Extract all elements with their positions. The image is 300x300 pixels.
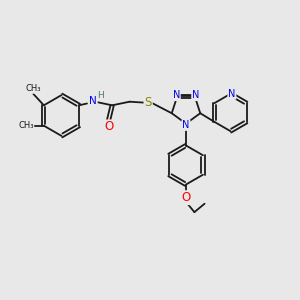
Text: O: O [104, 120, 113, 134]
Text: N: N [182, 120, 190, 130]
Text: O: O [182, 191, 190, 204]
Text: N: N [228, 89, 236, 99]
Text: CH₃: CH₃ [18, 121, 34, 130]
Text: N: N [89, 95, 97, 106]
Text: N: N [172, 90, 180, 100]
Text: S: S [145, 96, 152, 110]
Text: N: N [192, 90, 200, 100]
Text: H: H [98, 91, 104, 100]
Text: CH₃: CH₃ [26, 84, 41, 93]
